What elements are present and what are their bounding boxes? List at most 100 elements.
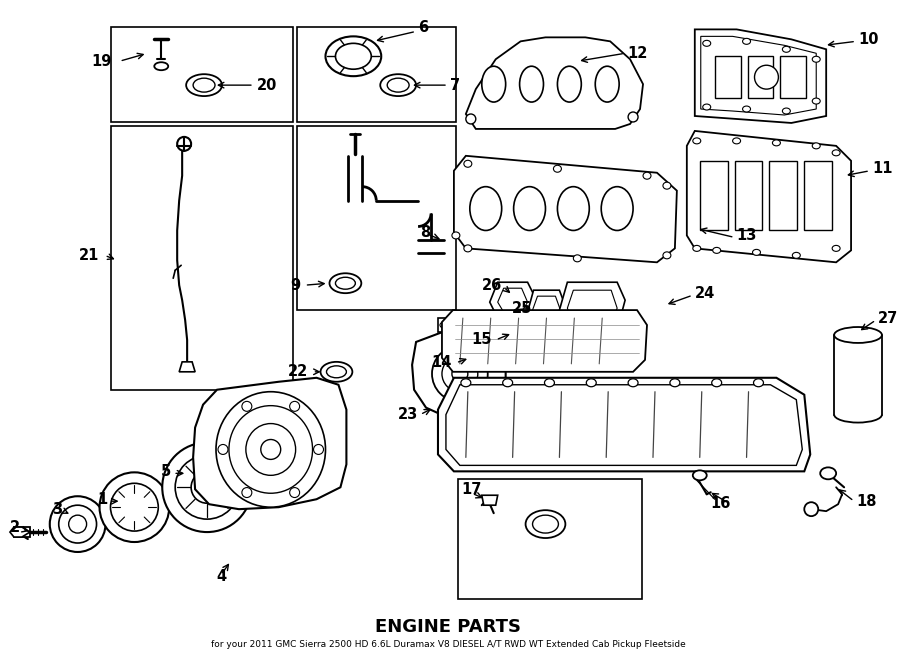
Text: 13: 13 [736, 228, 757, 243]
Polygon shape [179, 362, 195, 371]
Ellipse shape [329, 273, 361, 293]
Ellipse shape [216, 392, 326, 507]
Text: 20: 20 [256, 77, 277, 93]
Ellipse shape [186, 74, 222, 96]
Ellipse shape [440, 322, 448, 328]
Ellipse shape [601, 186, 633, 231]
Ellipse shape [313, 444, 323, 454]
Text: 9: 9 [291, 278, 301, 293]
Ellipse shape [834, 327, 882, 343]
Text: 25: 25 [511, 301, 532, 315]
Text: 14: 14 [431, 356, 452, 370]
Ellipse shape [663, 182, 670, 189]
Ellipse shape [336, 44, 372, 69]
Ellipse shape [812, 143, 820, 149]
Ellipse shape [772, 140, 780, 146]
Text: 19: 19 [91, 54, 112, 69]
Text: 23: 23 [398, 407, 418, 422]
Ellipse shape [162, 442, 252, 532]
Text: 1: 1 [97, 492, 107, 507]
Bar [297, 126, 456, 310]
Bar [458, 479, 642, 599]
Polygon shape [560, 282, 625, 330]
Polygon shape [412, 330, 506, 418]
Ellipse shape [514, 186, 545, 231]
Text: 8: 8 [419, 225, 430, 240]
Text: 2: 2 [10, 520, 20, 535]
Ellipse shape [812, 98, 820, 104]
Text: 11: 11 [872, 161, 893, 176]
Ellipse shape [754, 65, 778, 89]
Ellipse shape [820, 467, 836, 479]
Polygon shape [438, 378, 810, 471]
Text: 26: 26 [482, 278, 501, 293]
Ellipse shape [693, 471, 706, 481]
Ellipse shape [812, 56, 820, 62]
Text: 24: 24 [695, 286, 715, 301]
Text: 4: 4 [216, 569, 226, 584]
Text: 18: 18 [856, 494, 877, 509]
Ellipse shape [466, 114, 476, 124]
Ellipse shape [782, 108, 790, 114]
Ellipse shape [712, 379, 722, 387]
Text: 15: 15 [472, 332, 491, 348]
Ellipse shape [544, 379, 554, 387]
Bar [112, 126, 292, 390]
Polygon shape [567, 290, 617, 324]
Ellipse shape [557, 66, 581, 102]
Polygon shape [527, 290, 565, 328]
Bar [297, 27, 456, 122]
Ellipse shape [100, 473, 169, 542]
Ellipse shape [503, 379, 513, 387]
Ellipse shape [218, 444, 228, 454]
Ellipse shape [628, 379, 638, 387]
Text: 21: 21 [79, 248, 100, 263]
Ellipse shape [194, 78, 215, 92]
Ellipse shape [663, 252, 670, 259]
Ellipse shape [229, 406, 312, 493]
Ellipse shape [246, 424, 295, 475]
Ellipse shape [452, 322, 460, 328]
Polygon shape [466, 38, 643, 129]
Ellipse shape [753, 379, 763, 387]
Ellipse shape [733, 138, 741, 144]
Ellipse shape [554, 165, 562, 173]
Polygon shape [687, 131, 851, 262]
Ellipse shape [792, 253, 800, 258]
Bar [770, 161, 797, 231]
Ellipse shape [482, 66, 506, 102]
Text: ENGINE PARTS: ENGINE PARTS [375, 617, 521, 636]
Text: 7: 7 [450, 77, 460, 93]
Ellipse shape [573, 255, 581, 262]
Ellipse shape [557, 186, 590, 231]
Ellipse shape [154, 62, 168, 70]
Ellipse shape [742, 38, 751, 44]
Ellipse shape [464, 160, 472, 167]
Text: 17: 17 [462, 482, 482, 497]
Ellipse shape [586, 379, 596, 387]
Ellipse shape [832, 150, 840, 156]
Ellipse shape [242, 401, 252, 411]
Ellipse shape [464, 245, 472, 252]
Ellipse shape [191, 471, 223, 503]
Text: 5: 5 [161, 464, 171, 479]
Ellipse shape [452, 366, 468, 382]
Bar [14, 527, 30, 537]
Polygon shape [490, 282, 536, 318]
Ellipse shape [177, 137, 191, 151]
Ellipse shape [782, 46, 790, 52]
Bar [715, 56, 741, 98]
Ellipse shape [58, 505, 96, 543]
Polygon shape [442, 310, 647, 371]
Polygon shape [10, 527, 30, 537]
Ellipse shape [326, 36, 382, 76]
Ellipse shape [432, 346, 488, 402]
Ellipse shape [336, 277, 356, 290]
Ellipse shape [628, 112, 638, 122]
Ellipse shape [643, 173, 651, 179]
Ellipse shape [452, 232, 460, 239]
Ellipse shape [242, 488, 252, 498]
Ellipse shape [442, 356, 478, 392]
Ellipse shape [380, 74, 416, 96]
Ellipse shape [703, 104, 711, 110]
